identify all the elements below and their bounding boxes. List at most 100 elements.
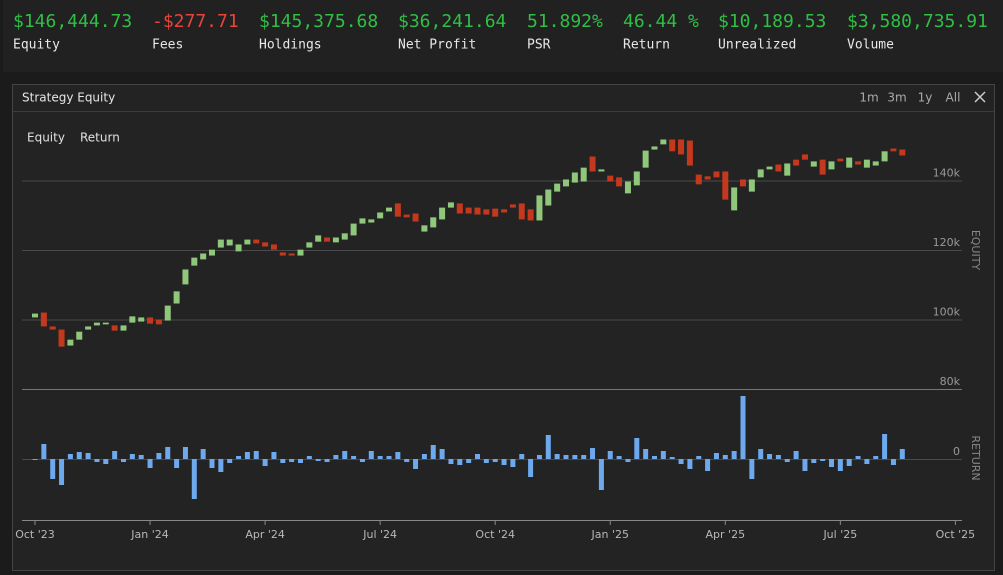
bar [775, 455, 781, 459]
bar [430, 445, 436, 459]
bar [554, 454, 560, 459]
candle [93, 322, 100, 326]
bar [156, 453, 162, 459]
bar [448, 459, 454, 464]
bar [749, 459, 755, 479]
candle [899, 149, 906, 156]
bar [475, 454, 480, 459]
stat-label: Equity [13, 38, 60, 53]
bar [404, 459, 410, 462]
y-axis-title: EQUITY [969, 230, 982, 271]
legend-tab[interactable]: Return [80, 131, 120, 145]
close-button[interactable] [974, 91, 986, 103]
candle [563, 179, 569, 187]
stat-value: -$277.71 [152, 11, 239, 32]
bar [855, 456, 861, 459]
bar [298, 459, 303, 463]
bar [846, 459, 852, 466]
bar [581, 455, 587, 459]
candle [678, 139, 685, 155]
candle [191, 257, 198, 266]
bar [103, 459, 109, 464]
y-tick-label: 80k [940, 375, 961, 388]
bar [882, 434, 888, 459]
candle [270, 244, 277, 250]
candle [651, 146, 658, 150]
bar [359, 459, 365, 462]
candle [350, 223, 357, 236]
bar [200, 449, 206, 459]
bar [758, 449, 764, 459]
x-tick-label: Jan '25 [591, 528, 629, 541]
candle [483, 209, 490, 215]
bar [342, 451, 348, 459]
bar [678, 459, 684, 464]
candle [359, 218, 366, 224]
candle [686, 140, 693, 166]
bar [174, 459, 180, 468]
bar [138, 455, 144, 459]
candle [509, 204, 516, 208]
bar [59, 459, 65, 485]
candle [244, 239, 251, 245]
stat-value: $10,189.53 [718, 11, 826, 32]
bar [598, 459, 604, 490]
bar [262, 459, 268, 466]
bar [519, 454, 525, 459]
candle [616, 177, 623, 187]
candle [447, 202, 454, 208]
range-button[interactable]: All [946, 91, 961, 105]
candle [624, 181, 631, 194]
candle [695, 174, 702, 185]
bar [731, 451, 737, 459]
candle [598, 169, 605, 172]
candle [412, 213, 419, 222]
candle [801, 154, 808, 160]
candle [173, 291, 180, 304]
bar [50, 459, 56, 479]
bar [837, 459, 843, 471]
bar [536, 455, 542, 459]
bar [129, 454, 135, 459]
candle [217, 239, 224, 248]
candle [545, 189, 552, 206]
y-tick-label: 100k [933, 306, 961, 319]
bar [616, 456, 622, 459]
stat-label: Unrealized [718, 38, 796, 53]
range-button[interactable]: 3m [887, 91, 906, 105]
candle [580, 167, 587, 182]
bar [767, 454, 773, 459]
bar [368, 451, 374, 459]
bar [811, 459, 817, 463]
stat-label: PSR [527, 38, 551, 53]
candle [439, 207, 446, 220]
y-axis-title: RETURN [969, 435, 982, 480]
stat-value: $36,241.64 [398, 11, 506, 32]
bar [121, 459, 126, 462]
bar [94, 459, 100, 462]
bar [713, 453, 719, 459]
range-button[interactable]: 1m [859, 91, 878, 105]
candle [492, 208, 499, 217]
candle [403, 214, 410, 218]
bar [873, 456, 879, 459]
y-tick-label: 120k [933, 236, 961, 249]
bar [182, 447, 188, 459]
candle [748, 179, 755, 192]
bar [492, 459, 498, 462]
x-tick-label: Apr '25 [706, 528, 746, 541]
bar [85, 453, 91, 459]
bar [466, 459, 472, 463]
range-button[interactable]: 1y [918, 91, 933, 105]
legend-tab[interactable]: Equity [27, 131, 65, 145]
bar [722, 455, 728, 459]
bar [218, 459, 224, 472]
bar [528, 459, 534, 477]
candle [315, 235, 322, 242]
bar [236, 456, 242, 459]
candle [828, 161, 835, 170]
candle [288, 253, 295, 256]
candle [465, 207, 472, 214]
candle [660, 139, 667, 145]
